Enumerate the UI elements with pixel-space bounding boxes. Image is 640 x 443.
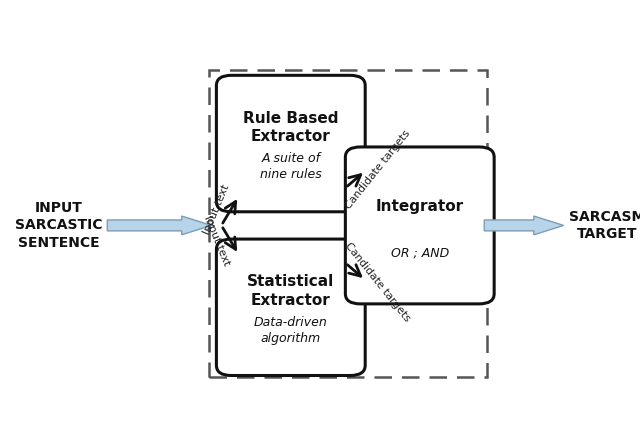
Text: A suite of
nine rules: A suite of nine rules: [260, 152, 322, 181]
Bar: [209, 70, 487, 377]
Text: Rule Based
Extractor: Rule Based Extractor: [243, 110, 339, 144]
FancyArrow shape: [108, 216, 211, 235]
Text: INPUT
SARCASTIC
SENTENCE: INPUT SARCASTIC SENTENCE: [15, 201, 102, 250]
Text: Candidate targets: Candidate targets: [343, 128, 412, 210]
Text: Input text: Input text: [202, 214, 231, 268]
Text: OR ; AND: OR ; AND: [390, 246, 449, 259]
FancyArrow shape: [484, 216, 564, 235]
Text: Integrator: Integrator: [376, 199, 464, 214]
Text: Input text: Input text: [202, 183, 231, 236]
FancyBboxPatch shape: [346, 147, 494, 304]
Text: Data-driven
algorithm: Data-driven algorithm: [254, 316, 328, 345]
Text: Statistical
Extractor: Statistical Extractor: [247, 274, 335, 308]
FancyBboxPatch shape: [216, 239, 365, 376]
FancyBboxPatch shape: [216, 75, 365, 212]
Text: Candidate targets: Candidate targets: [343, 240, 412, 323]
Text: SARCASM
TARGET: SARCASM TARGET: [568, 210, 640, 241]
